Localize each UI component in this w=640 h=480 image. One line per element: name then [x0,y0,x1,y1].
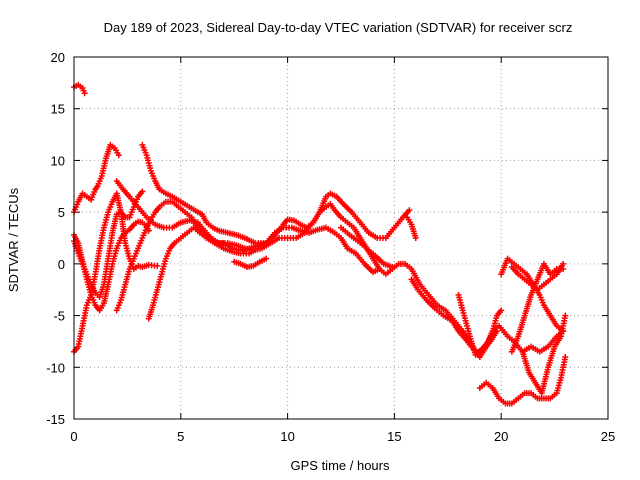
y-axis-label: SDTVAR / TECUs [6,187,21,292]
data-point [139,188,146,195]
data-point [154,262,161,269]
y-tick-label: 0 [58,257,65,272]
series-trace-9 [145,224,270,322]
y-tick-label: -10 [46,360,65,375]
series-trace-12 [404,214,419,241]
data-point [389,263,396,270]
y-tick-label: -15 [46,412,65,427]
data-series [71,81,569,407]
series-trace-19 [508,260,567,293]
series-trace-2 [71,141,122,216]
y-tick-label: 10 [51,153,65,168]
y-tick-label: 20 [51,50,65,65]
series-trace-4 [71,188,146,300]
y-tick-label: 5 [58,205,65,220]
data-point [406,207,413,214]
x-tick-label: 25 [601,429,615,444]
data-point [263,240,270,247]
x-tick-label: 20 [494,429,508,444]
series-trace-14 [455,291,505,358]
chart-title: Day 189 of 2023, Sidereal Day-to-day VTE… [104,20,573,35]
y-tick-label: 15 [51,102,65,117]
x-tick-label: 0 [70,429,77,444]
data-point [562,353,569,360]
data-point [263,255,270,262]
data-point [115,152,122,159]
y-tick-label: -5 [53,309,65,324]
data-point [560,260,567,267]
data-point [498,307,505,314]
data-point [81,90,88,97]
x-tick-label: 15 [387,429,401,444]
data-point [562,312,569,319]
series-trace-11 [338,224,396,270]
x-tick-label: 5 [177,429,184,444]
data-point [412,235,419,241]
series-trace-5 [71,190,161,355]
x-axis-label: GPS time / hours [291,458,390,473]
plot-frame [73,56,609,420]
series-trace-15 [476,353,569,407]
series-trace-10 [231,255,270,270]
series-trace-18 [519,312,569,397]
series-trace-17 [508,260,567,355]
data-point [376,266,383,273]
x-tick-label: 10 [280,429,294,444]
series-trace-1 [71,81,88,97]
